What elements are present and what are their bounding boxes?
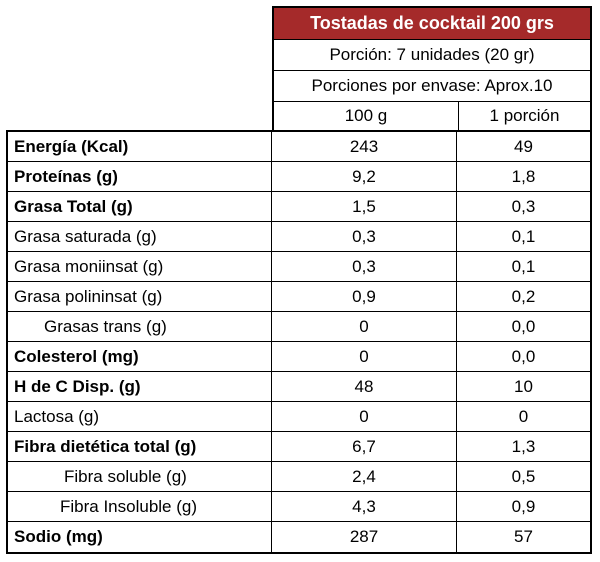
value-per-portion: 0,3 bbox=[511, 197, 536, 216]
column-header-100g: 100 g bbox=[274, 102, 459, 130]
table-row: Grasas trans (g) 0 0,0 bbox=[8, 312, 590, 342]
value-per-100g: 2,4 bbox=[272, 462, 457, 491]
value-per-100g: 243 bbox=[272, 132, 457, 161]
value-per-portion: 0,2 bbox=[511, 287, 536, 306]
column-header-portion: 1 porción bbox=[489, 106, 560, 125]
table-row: Colesterol (mg) 0 0,0 bbox=[8, 342, 590, 372]
table-row: Lactosa (g) 0 0 bbox=[8, 402, 590, 432]
product-title: Tostadas de cocktail 200 grs bbox=[274, 8, 590, 40]
table-row: Grasa moniinsat (g) 0,3 0,1 bbox=[8, 252, 590, 282]
table-row: Sodio (mg) 287 57 bbox=[8, 522, 590, 552]
table-row: Grasa polininsat (g) 0,9 0,2 bbox=[8, 282, 590, 312]
value-per-portion: 1,8 bbox=[511, 167, 536, 186]
value-per-portion: 0,1 bbox=[511, 227, 536, 246]
servings-per-container: Porciones por envase: Aprox.10 bbox=[274, 71, 590, 102]
nutrient-label: Proteínas (g) bbox=[8, 162, 272, 191]
nutrient-label: Grasa polininsat (g) bbox=[8, 282, 272, 311]
nutrient-label: Energía (Kcal) bbox=[8, 132, 272, 161]
value-per-portion: 10 bbox=[514, 377, 533, 396]
nutrient-label: Grasas trans (g) bbox=[8, 312, 272, 341]
nutrient-label: Grasa moniinsat (g) bbox=[8, 252, 272, 281]
value-per-100g: 6,7 bbox=[272, 432, 457, 461]
nutrient-label: Fibra dietética total (g) bbox=[8, 432, 272, 461]
nutrient-label: Colesterol (mg) bbox=[8, 342, 272, 371]
table-header-block: Tostadas de cocktail 200 grs Porción: 7 … bbox=[272, 6, 592, 132]
table-row: Energía (Kcal) 243 49 bbox=[8, 132, 590, 162]
value-per-100g: 9,2 bbox=[272, 162, 457, 191]
nutrition-table: Energía (Kcal) 243 49 Proteínas (g) 9,2 … bbox=[6, 130, 592, 554]
table-row: Proteínas (g) 9,2 1,8 bbox=[8, 162, 590, 192]
nutrient-label: Fibra soluble (g) bbox=[8, 462, 272, 491]
table-row: Fibra soluble (g) 2,4 0,5 bbox=[8, 462, 590, 492]
value-per-100g: 287 bbox=[272, 522, 457, 552]
value-per-100g: 0 bbox=[272, 402, 457, 431]
table-row: Fibra dietética total (g) 6,7 1,3 bbox=[8, 432, 590, 462]
value-per-portion: 0,0 bbox=[511, 347, 536, 366]
value-per-portion: 0,5 bbox=[511, 467, 536, 486]
nutrient-label: Sodio (mg) bbox=[8, 522, 272, 552]
value-per-100g: 48 bbox=[272, 372, 457, 401]
nutrient-label: Fibra Insoluble (g) bbox=[8, 492, 272, 521]
value-per-100g: 0,3 bbox=[272, 222, 457, 251]
nutrient-label: Grasa Total (g) bbox=[8, 192, 272, 221]
value-per-100g: 1,5 bbox=[272, 192, 457, 221]
table-row: H de C Disp. (g) 48 10 bbox=[8, 372, 590, 402]
value-per-100g: 0 bbox=[272, 312, 457, 341]
value-per-portion: 0 bbox=[518, 407, 529, 426]
value-per-100g: 4,3 bbox=[272, 492, 457, 521]
value-per-portion: 49 bbox=[514, 137, 533, 156]
value-per-100g: 0 bbox=[272, 342, 457, 371]
value-per-portion: 0,9 bbox=[511, 497, 536, 516]
portion-size: Porción: 7 unidades (20 gr) bbox=[274, 40, 590, 71]
nutrient-label: Lactosa (g) bbox=[8, 402, 272, 431]
value-per-100g: 0,9 bbox=[272, 282, 457, 311]
value-per-portion: 0,0 bbox=[511, 317, 536, 336]
value-per-portion: 0,1 bbox=[511, 257, 536, 276]
value-per-portion: 57 bbox=[514, 527, 533, 546]
table-row: Fibra Insoluble (g) 4,3 0,9 bbox=[8, 492, 590, 522]
value-per-100g: 0,3 bbox=[272, 252, 457, 281]
value-per-portion: 1,3 bbox=[511, 437, 536, 456]
nutrient-label: H de C Disp. (g) bbox=[8, 372, 272, 401]
nutrient-label: Grasa saturada (g) bbox=[8, 222, 272, 251]
table-row: Grasa saturada (g) 0,3 0,1 bbox=[8, 222, 590, 252]
column-headers: 100 g 1 porción bbox=[274, 102, 590, 130]
table-row: Grasa Total (g) 1,5 0,3 bbox=[8, 192, 590, 222]
